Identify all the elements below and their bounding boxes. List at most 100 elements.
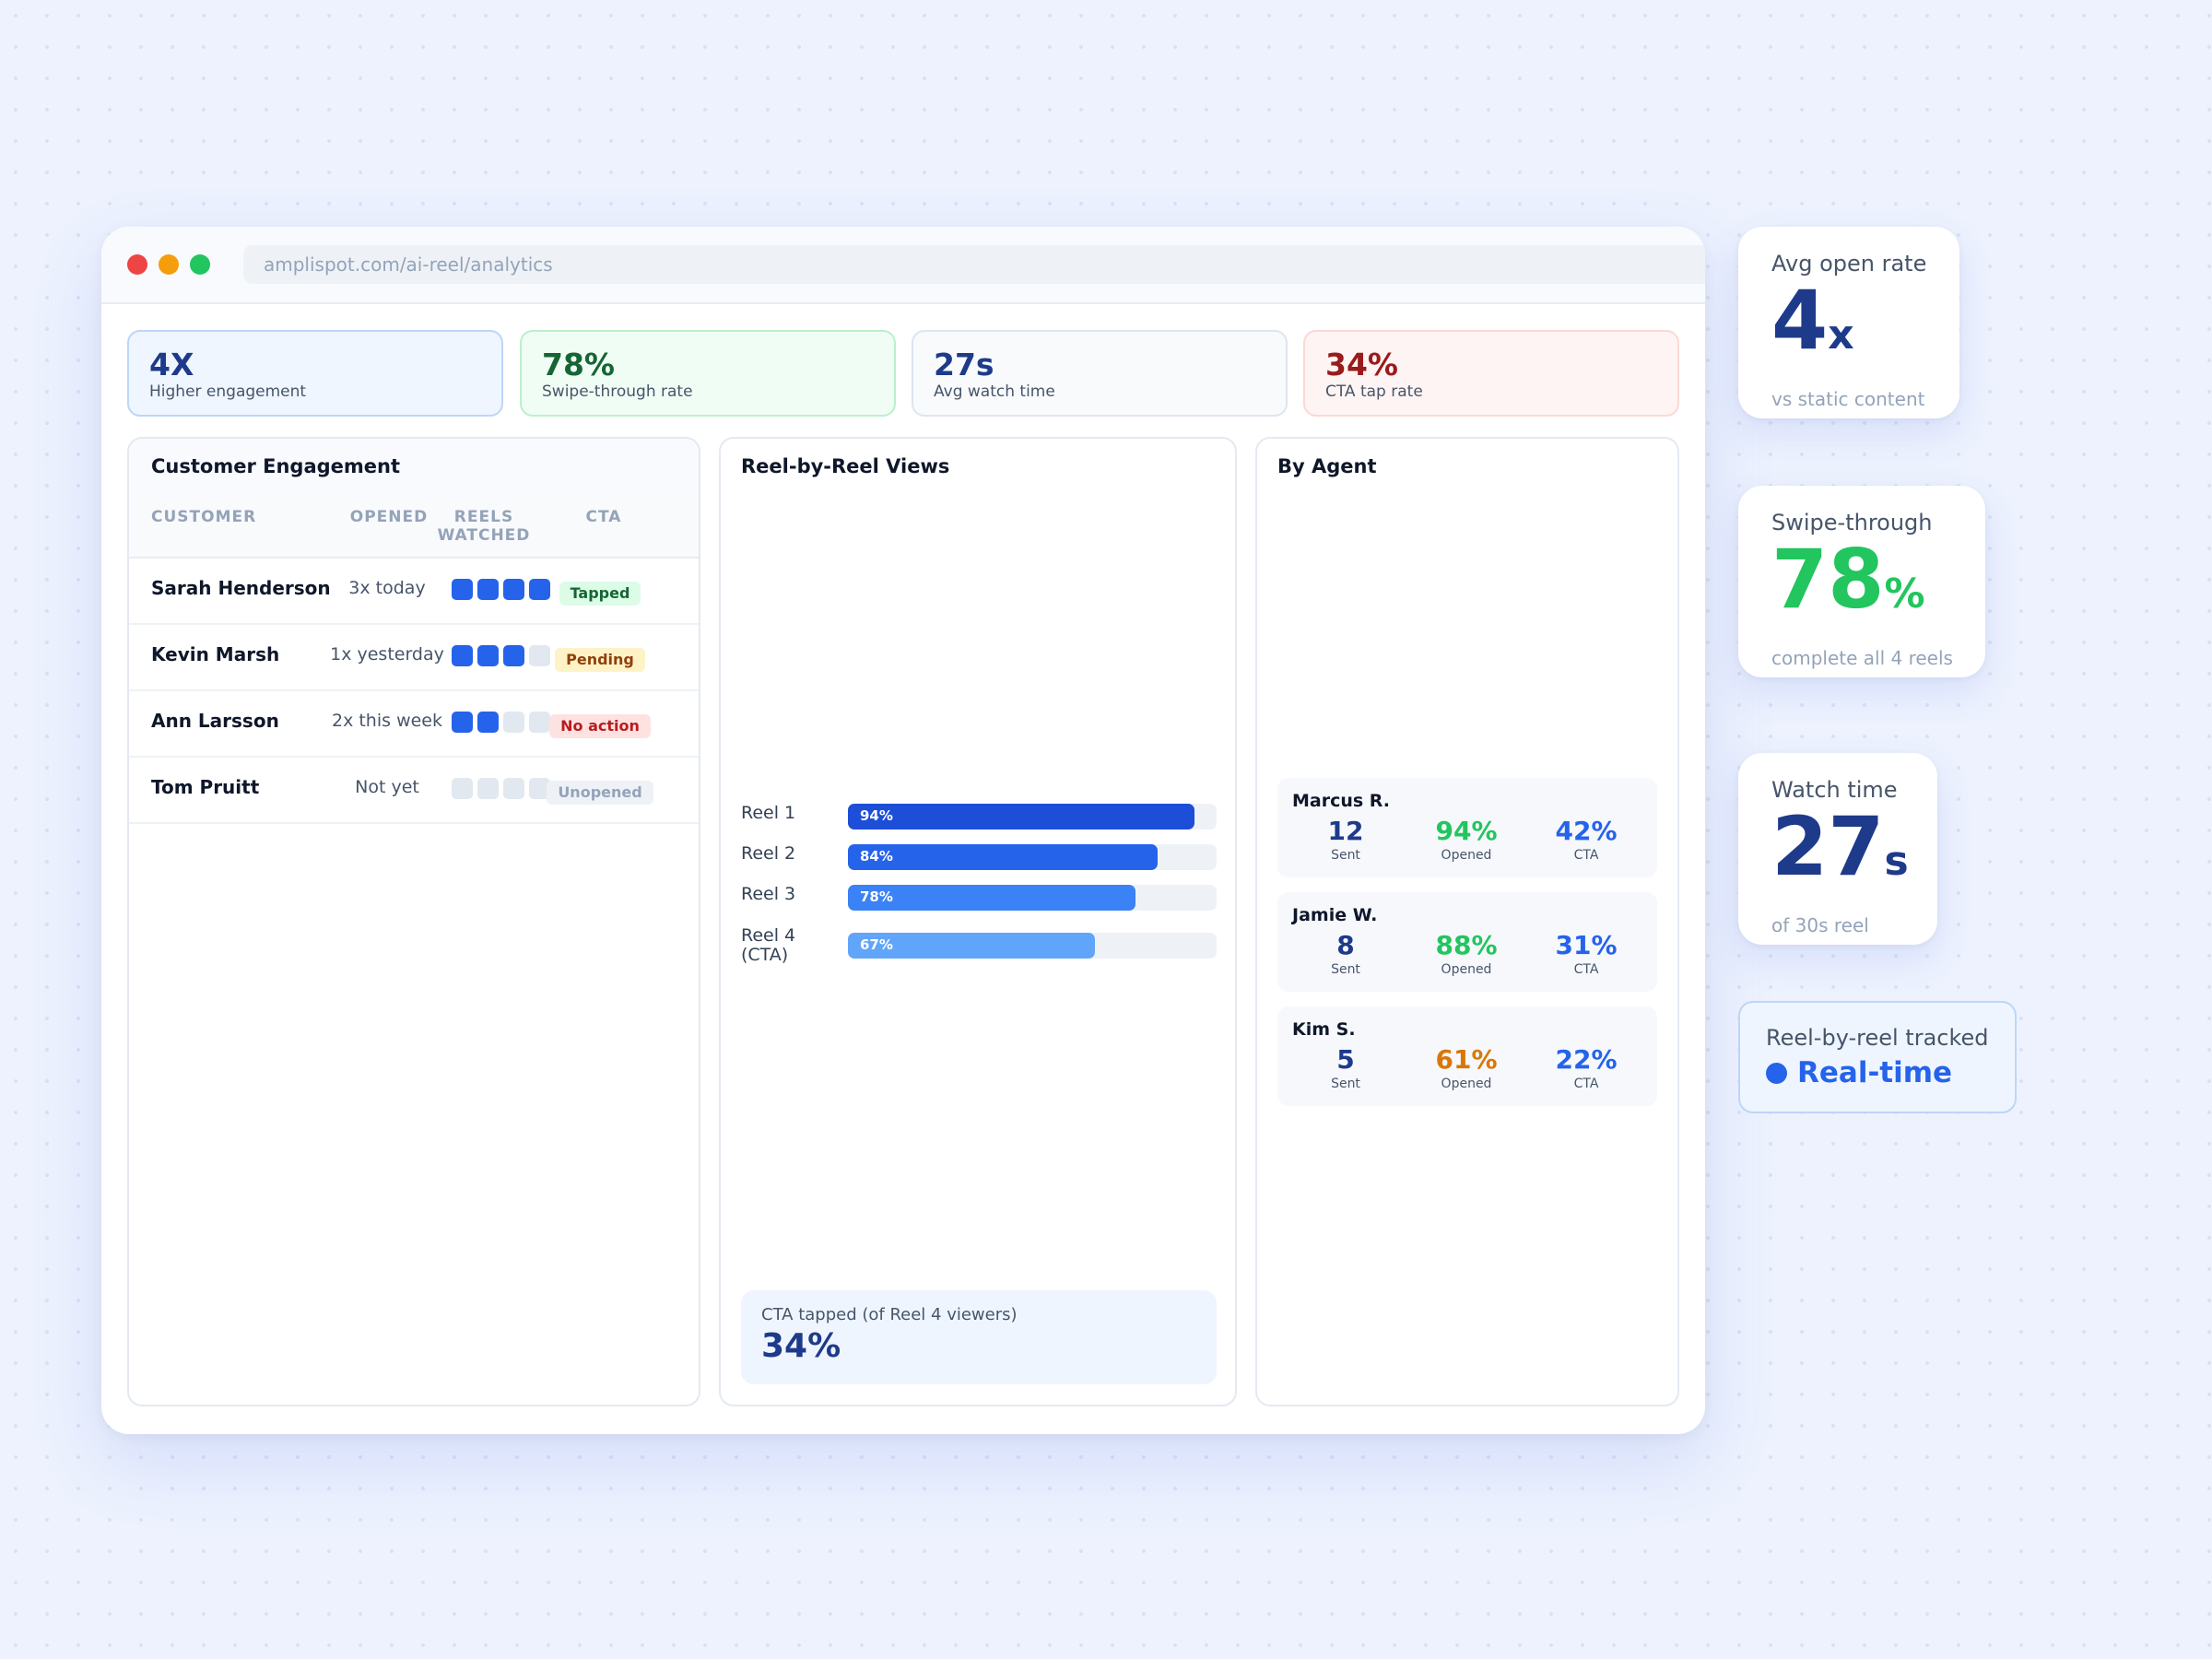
stat-value: 61% (1435, 1044, 1498, 1075)
kpi-label: CTA tap rate (1325, 382, 1423, 401)
card-unit: x (1828, 312, 1854, 359)
reel-watched-square (452, 778, 473, 799)
reel-watched-square (452, 645, 473, 666)
customer-name: Tom Pruitt (151, 776, 260, 798)
card-unit: % (1884, 571, 1925, 618)
agent-stat-cta: 22% CTA (1526, 1044, 1646, 1092)
card-unit: s (1884, 838, 1909, 885)
address-bar[interactable]: amplispot.com/ai-reel/analytics (243, 245, 1705, 284)
panel-title: Customer Engagement (151, 455, 401, 477)
agent-stat-cta: 42% CTA (1526, 817, 1646, 864)
agent-name: Jamie W. (1292, 905, 1378, 925)
card-subtext: vs static content (1771, 388, 1925, 410)
kpi-card-cta-rate: 34% CTA tap rate (1303, 330, 1679, 417)
card-label: Swipe-through (1771, 510, 1933, 535)
stat-value: 22% (1555, 1044, 1618, 1075)
reel-label: Reel 4 (CTA) (741, 926, 842, 965)
table-row[interactable]: Kevin Marsh 1x yesterday Pending (129, 623, 699, 691)
kpi-value: 34% (1325, 347, 1398, 382)
agent-stat-opened: 88% Opened (1406, 931, 1526, 978)
kpi-label: Avg watch time (934, 382, 1055, 401)
title-bar: amplispot.com/ai-reel/analytics (101, 227, 1705, 304)
card-label: Avg open rate (1771, 251, 1927, 276)
cta-tapped-summary: CTA tapped (of Reel 4 viewers) 34% (741, 1290, 1217, 1384)
reel-watched-square (529, 579, 550, 600)
card-subtext: complete all 4 reels (1771, 647, 1953, 669)
stat-label: Opened (1441, 962, 1492, 977)
agent-card[interactable]: Kim S. 5 Sent 61% Opened 22% CTA (1277, 1006, 1657, 1106)
cta-status-badge: Unopened (547, 781, 653, 805)
stat-value: 94% (1435, 816, 1498, 846)
table-header: CUSTOMER OPENED REELS WATCHED CTA (129, 498, 699, 559)
reel-watched-square (477, 579, 499, 600)
customer-engagement-panel: Customer Engagement CUSTOMER OPENED REEL… (127, 437, 700, 1406)
close-window-button[interactable] (127, 254, 147, 275)
reel-label: Reel 2 (741, 843, 796, 864)
card-value: 4x (1771, 280, 1959, 384)
card-value: Real-time (1766, 1056, 1952, 1089)
browser-window: amplispot.com/ai-reel/analytics 4X Highe… (101, 227, 1705, 1434)
minimize-window-button[interactable] (159, 254, 179, 275)
kpi-label: Swipe-through rate (542, 382, 693, 401)
stat-label: Opened (1441, 1077, 1492, 1091)
customer-name: Kevin Marsh (151, 643, 280, 665)
kpi-value: 4X (149, 347, 194, 382)
stat-label: Sent (1331, 848, 1360, 863)
opened-value: 3x today (348, 578, 426, 598)
stat-value: 8 (1336, 930, 1355, 960)
reel-bar-track: 84% (848, 844, 1217, 870)
reel-watched-square (452, 712, 473, 733)
card-subtext: of 30s reel (1771, 914, 1869, 936)
agent-name: Marcus R. (1292, 791, 1391, 811)
realtime-tracking-card: Reel-by-reel tracked Real-time (1738, 1001, 2017, 1113)
agent-card[interactable]: Marcus R. 12 Sent 94% Opened 42% CTA (1277, 778, 1657, 877)
column-header-line: REELS (453, 508, 514, 526)
reel-bar-fill: 84% (848, 844, 1158, 870)
agent-stat-opened: 94% Opened (1406, 816, 1526, 864)
panel-title: By Agent (1277, 455, 1377, 477)
maximize-window-button[interactable] (190, 254, 210, 275)
card-value: 27s (1771, 806, 1937, 911)
card-label: Reel-by-reel tracked (1766, 1025, 1989, 1051)
kpi-card-engagement: 4X Higher engagement (127, 330, 503, 417)
agent-stat-opened: 61% Opened (1406, 1044, 1526, 1092)
reel-watched-square (477, 712, 499, 733)
stat-value: 31% (1555, 930, 1618, 960)
agent-stat-sent: 5 Sent (1286, 1044, 1406, 1092)
avg-open-rate-card: Avg open rate 4x vs static content (1738, 227, 1959, 418)
stat-label: CTA (1573, 962, 1599, 977)
reel-watched-square (529, 712, 550, 733)
opened-value: 2x this week (331, 711, 442, 731)
column-header-cta: CTA (585, 508, 622, 526)
card-number: 27 (1771, 799, 1885, 894)
reel-label-line: (CTA) (741, 945, 789, 965)
reel-watched-square (503, 579, 524, 600)
kpi-value: 78% (542, 347, 615, 382)
stat-value: 5 (1336, 1044, 1355, 1075)
reel-watched-square (529, 645, 550, 666)
cta-status-badge: No action (549, 714, 651, 738)
card-number: 78 (1771, 532, 1885, 627)
kpi-value: 27s (934, 347, 994, 382)
kpi-card-swipe-through: 78% Swipe-through rate (520, 330, 896, 417)
reel-bar-value: 67% (860, 936, 893, 953)
table-row[interactable]: Tom Pruitt Not yet Unopened (129, 756, 699, 824)
stat-label: Sent (1331, 962, 1360, 977)
reel-watched-square (477, 778, 499, 799)
reel-bar-track: 94% (848, 804, 1217, 830)
agent-card[interactable]: Jamie W. 8 Sent 88% Opened 31% CTA (1277, 892, 1657, 992)
table-row[interactable]: Sarah Henderson 3x today Tapped (129, 557, 699, 625)
opened-value: 1x yesterday (330, 644, 444, 665)
reel-label: Reel 3 (741, 884, 796, 904)
agent-stat-sent: 8 Sent (1286, 930, 1406, 978)
reel-views-panel: Reel-by-Reel Views Reel 1 94% Reel 2 84%… (719, 437, 1237, 1406)
customer-name: Ann Larsson (151, 710, 279, 732)
column-header-opened: OPENED (349, 508, 429, 526)
table-row[interactable]: Ann Larsson 2x this week No action (129, 689, 699, 758)
agent-name: Kim S. (1292, 1019, 1356, 1040)
card-label: Watch time (1771, 777, 1898, 803)
reel-watched-square (529, 778, 550, 799)
stat-label: CTA (1573, 1077, 1599, 1091)
reel-bar-value: 94% (860, 807, 893, 824)
reel-watched-square (452, 579, 473, 600)
